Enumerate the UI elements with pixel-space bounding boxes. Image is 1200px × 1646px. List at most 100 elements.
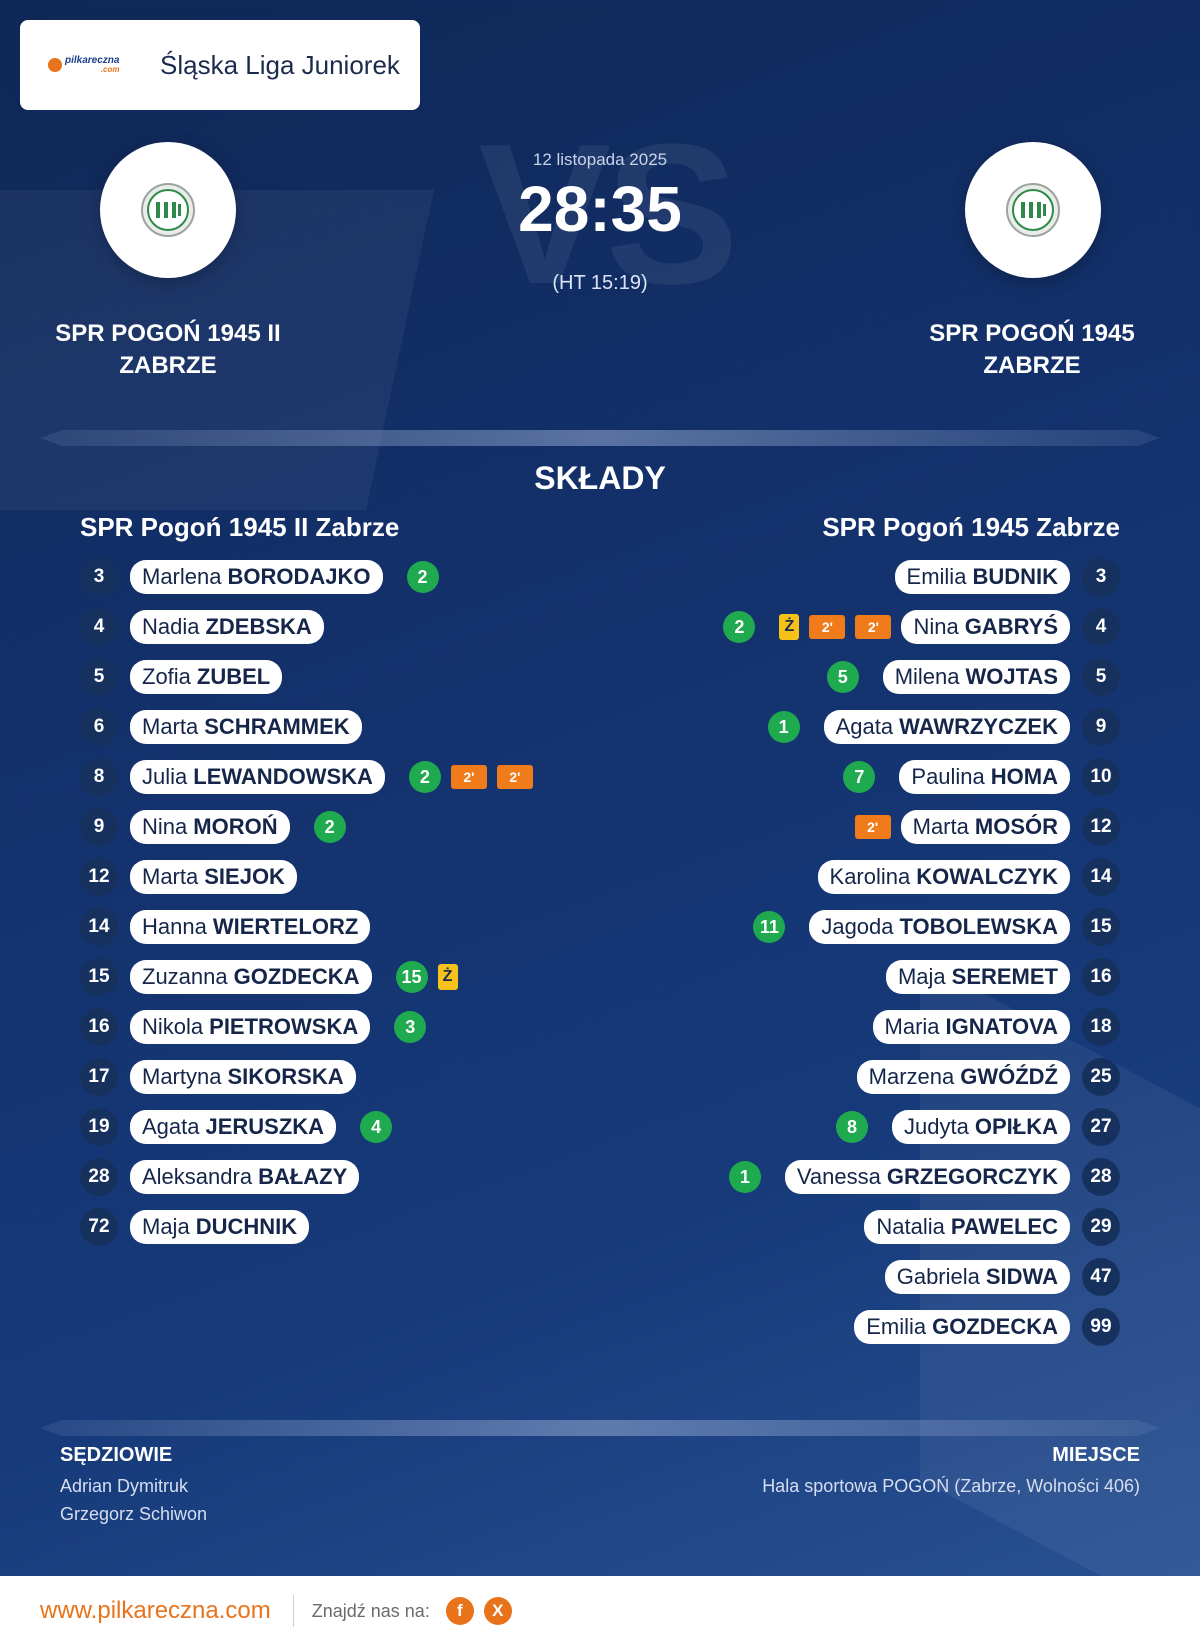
- player-name[interactable]: Marta SIEJOK: [130, 860, 297, 894]
- player-first-name: Jagoda: [821, 914, 894, 939]
- player-last-name: MOSÓR: [974, 814, 1058, 839]
- player-first-name: Marta: [142, 864, 199, 889]
- player-last-name: MOROŃ: [193, 814, 278, 839]
- away-team-name: SPR POGOŃ 1945 ZABRZE: [929, 320, 1135, 379]
- player-name[interactable]: Agata WAWRZYCZEK: [823, 710, 1070, 744]
- player-last-name: PAWELEC: [950, 1214, 1058, 1239]
- away-lineup-title: SPR Pogoń 1945 Zabrze: [822, 512, 1120, 542]
- jersey-number: 47: [1082, 1258, 1120, 1296]
- player-row: 7 Paulina HOMA 10: [843, 758, 1120, 796]
- player-row: 2' Marta MOSÓR 12: [854, 808, 1120, 846]
- suspension-badge: 2': [496, 765, 533, 789]
- player-name[interactable]: Marzena GWÓŹDŹ: [856, 1060, 1070, 1094]
- player-last-name: SIEJOK: [204, 864, 285, 889]
- player-first-name: Julia: [142, 764, 188, 789]
- player-name[interactable]: Maja SEREMET: [885, 960, 1070, 994]
- vs-watermark: VS: [478, 103, 739, 326]
- league-title: Śląska Liga Juniorek: [160, 49, 400, 80]
- x-icon[interactable]: X: [483, 1597, 512, 1625]
- player-name[interactable]: Jagoda TOBOLEWSKA: [809, 910, 1070, 944]
- footer-separator: [292, 1595, 294, 1627]
- player-last-name: SEREMET: [951, 964, 1058, 989]
- player-row: Maria IGNATOVA 18: [872, 1008, 1120, 1046]
- player-last-name: TOBOLEWSKA: [899, 914, 1058, 939]
- venue-name: Hala sportowa POGOŃ (Zabrze, Wolności 40…: [762, 1476, 1140, 1496]
- player-name[interactable]: Maria IGNATOVA: [872, 1010, 1070, 1044]
- player-name[interactable]: Milena WOJTAS: [882, 660, 1070, 694]
- jersey-number: 17: [80, 1058, 118, 1096]
- player-name[interactable]: Vanessa GRZEGORCZYK: [784, 1160, 1070, 1194]
- site-link[interactable]: www.pilkareczna.com: [40, 1597, 271, 1624]
- player-first-name: Hanna: [142, 914, 207, 939]
- player-row: Marzena GWÓŹDŹ 25: [856, 1058, 1120, 1096]
- home-team-name: SPR POGOŃ 1945 II ZABRZE: [55, 320, 281, 379]
- jersey-number: 19: [80, 1108, 118, 1146]
- facebook-icon[interactable]: f: [445, 1597, 474, 1625]
- goals-badge: 5: [826, 661, 859, 693]
- player-row: 5 Zofia ZUBEL: [80, 658, 283, 696]
- player-last-name: LEWANDOWSKA: [193, 764, 373, 789]
- player-name[interactable]: Agata JERUSZKA: [130, 1110, 337, 1144]
- player-name[interactable]: Emilia BUDNIK: [894, 560, 1070, 594]
- player-name[interactable]: Nikola PIETROWSKA: [130, 1010, 371, 1044]
- jersey-number: 14: [1082, 858, 1120, 896]
- player-name[interactable]: Paulina HOMA: [899, 760, 1070, 794]
- player-name[interactable]: Nina GABRYŚ: [901, 610, 1070, 644]
- player-name[interactable]: Gabriela SIDWA: [884, 1260, 1070, 1294]
- pilkareczna-logo[interactable]: pilkareczna .com: [48, 56, 136, 74]
- player-first-name: Emilia: [906, 564, 967, 589]
- jersey-number: 15: [80, 958, 118, 996]
- player-name[interactable]: Martyna SIKORSKA: [130, 1060, 356, 1094]
- jersey-number: 16: [1082, 958, 1120, 996]
- player-last-name: WAWRZYCZEK: [899, 714, 1058, 739]
- player-name[interactable]: Nina MOROŃ: [130, 810, 290, 844]
- player-name[interactable]: Marta MOSÓR: [900, 810, 1070, 844]
- jersey-number: 5: [80, 658, 118, 696]
- player-row: 8 Judyta OPIŁKA 27: [836, 1108, 1120, 1146]
- jersey-number: 4: [80, 608, 118, 646]
- player-name[interactable]: Judyta OPIŁKA: [892, 1110, 1070, 1144]
- club-crest-icon: [1006, 183, 1060, 237]
- goals-badge: 3: [394, 1011, 427, 1043]
- suspension-badge: 2': [854, 815, 891, 839]
- player-row: 16 Nikola PIETROWSKA 3: [80, 1008, 427, 1046]
- jersey-number: 16: [80, 1008, 118, 1046]
- player-last-name: OPIŁKA: [974, 1114, 1058, 1139]
- player-first-name: Karolina: [829, 864, 911, 889]
- player-row: 12 Marta SIEJOK: [80, 858, 297, 896]
- player-row: 11 Jagoda TOBOLEWSKA 15: [753, 908, 1120, 946]
- player-first-name: Vanessa: [796, 1164, 881, 1189]
- player-name[interactable]: Zuzanna GOZDECKA: [130, 960, 372, 994]
- match-date: 12 listopada 2025: [532, 150, 668, 169]
- player-name[interactable]: Natalia PAWELEC: [864, 1210, 1070, 1244]
- player-last-name: SIDWA: [985, 1264, 1058, 1289]
- player-name[interactable]: Hanna WIERTELORZ: [130, 910, 371, 944]
- suspension-badge: 2': [855, 615, 892, 639]
- yellow-card-badge: Ż: [437, 964, 458, 990]
- jersey-number: 72: [80, 1208, 118, 1246]
- player-name[interactable]: Julia LEWANDOWSKA: [130, 760, 385, 794]
- player-last-name: ZDEBSKA: [205, 614, 312, 639]
- player-first-name: Natalia: [876, 1214, 945, 1239]
- player-name[interactable]: Karolina KOWALCZYK: [817, 860, 1070, 894]
- player-first-name: Nina: [913, 614, 959, 639]
- player-last-name: GOZDECKA: [932, 1314, 1058, 1339]
- player-name[interactable]: Maja DUCHNIK: [130, 1210, 310, 1244]
- player-name[interactable]: Zofia ZUBEL: [130, 660, 283, 694]
- player-name[interactable]: Emilia GOZDECKA: [854, 1310, 1070, 1344]
- player-name[interactable]: Marta SCHRAMMEK: [130, 710, 362, 744]
- player-first-name: Maja: [142, 1214, 190, 1239]
- player-name[interactable]: Nadia ZDEBSKA: [130, 610, 324, 644]
- logo-sub: .com: [100, 65, 120, 74]
- player-first-name: Agata: [142, 1114, 200, 1139]
- player-first-name: Nina: [142, 814, 188, 839]
- player-name[interactable]: Marlena BORODAJKO: [130, 560, 383, 594]
- player-name[interactable]: Aleksandra BAŁAZY: [130, 1160, 360, 1194]
- player-row: 28 Aleksandra BAŁAZY: [80, 1158, 360, 1196]
- player-last-name: GWÓŹDŹ: [960, 1064, 1058, 1089]
- player-row: 2 Ż 2' 2' Nina GABRYŚ 4: [723, 608, 1120, 646]
- goals-badge: 11: [753, 911, 786, 943]
- jersey-number: 28: [80, 1158, 118, 1196]
- home-team-crest: [100, 142, 236, 278]
- jersey-number: 14: [80, 908, 118, 946]
